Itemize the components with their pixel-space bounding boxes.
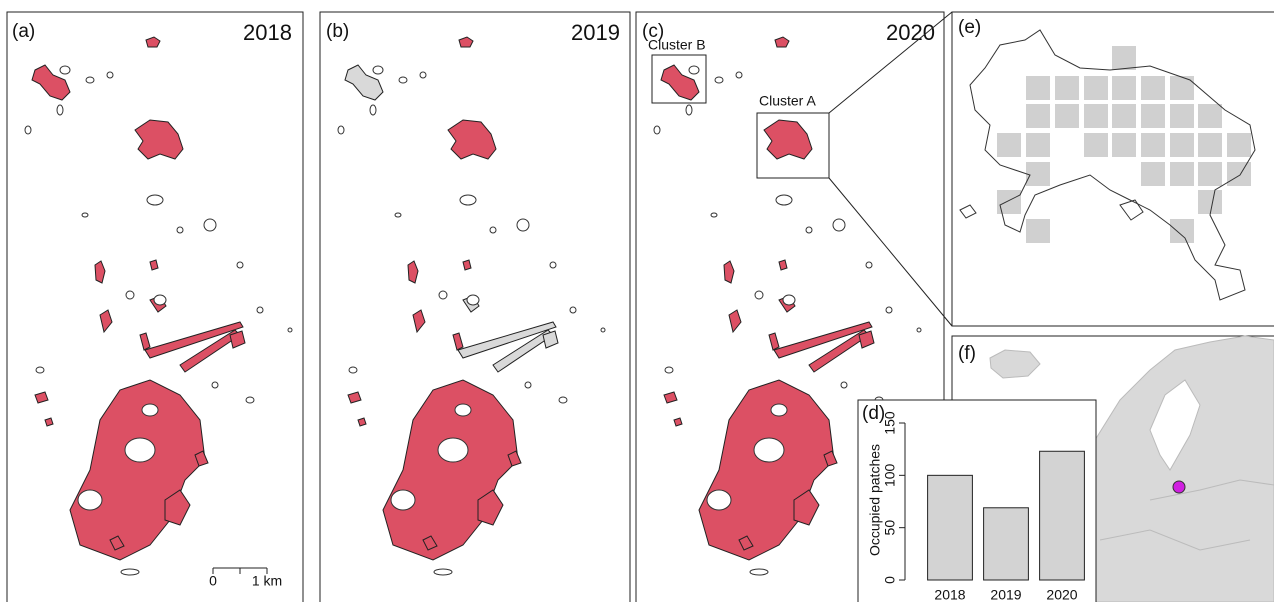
panel-label: (b) <box>326 21 349 42</box>
scale-label: 1 km <box>252 573 282 589</box>
y-tick-label: 50 <box>882 520 898 536</box>
cluster-label: Cluster B <box>648 37 706 53</box>
bar <box>928 475 973 580</box>
y-tick-label: 150 <box>882 411 898 435</box>
cluster-label: Cluster A <box>759 93 816 109</box>
x-tick-label: 2020 <box>1046 587 1077 602</box>
panel-label: (e) <box>958 17 981 38</box>
site-marker <box>1173 481 1185 493</box>
scale-label: 0 <box>209 573 217 589</box>
x-tick-label: 2019 <box>990 587 1021 602</box>
map <box>338 37 605 575</box>
year-label: 2019 <box>571 20 620 45</box>
occupied-patches <box>32 65 245 372</box>
occupied-patches <box>35 37 208 560</box>
panel-label: (a) <box>12 21 35 42</box>
panel-label: (f) <box>958 343 976 364</box>
zoom-line <box>829 178 952 326</box>
figure: (a) 2018 0 1 km (b) 2019 (c) 2020 Cluste… <box>0 0 1274 602</box>
x-tick-label: 2018 <box>934 587 965 602</box>
bar <box>984 508 1029 580</box>
bar <box>1040 451 1085 580</box>
y-tick-label: 100 <box>882 463 898 487</box>
y-axis-label: Occupied patches <box>867 444 883 556</box>
y-tick-label: 0 <box>882 576 898 584</box>
year-label: 2018 <box>243 20 292 45</box>
